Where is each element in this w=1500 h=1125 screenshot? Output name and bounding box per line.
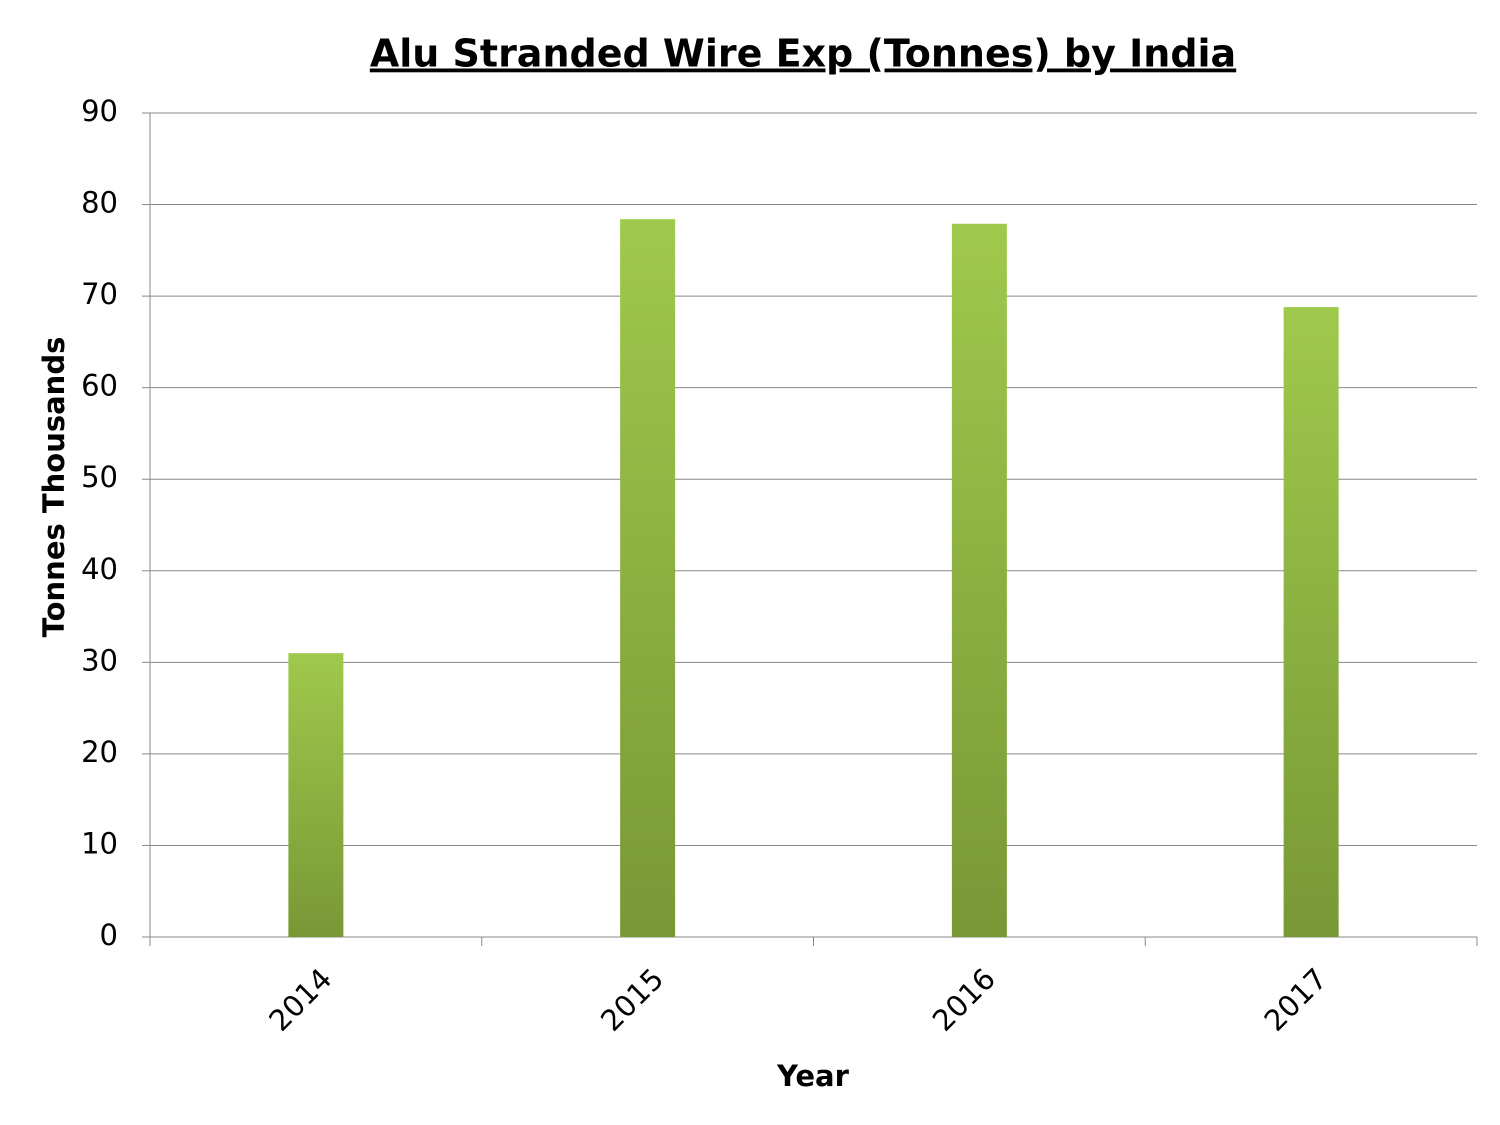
y-tick-label: 80 <box>81 186 118 220</box>
y-axis-label: Tonnes Thousands <box>37 337 71 638</box>
y-tick-label: 10 <box>81 826 118 860</box>
bar <box>288 653 344 937</box>
y-tick-label: 50 <box>81 460 118 494</box>
bar <box>951 223 1007 937</box>
y-tick-label: 60 <box>81 369 118 403</box>
bar <box>1283 307 1339 937</box>
y-tick-label: 30 <box>81 643 118 677</box>
x-tick-label: 2015 <box>594 962 670 1038</box>
y-tick-label: 90 <box>81 94 118 128</box>
x-tick-label: 2017 <box>1257 962 1333 1038</box>
x-tick-label: 2016 <box>926 962 1002 1038</box>
x-axis-label: Year <box>776 1059 850 1093</box>
y-tick-label: 40 <box>81 552 118 586</box>
y-tick-label: 70 <box>81 277 118 311</box>
x-tick-label: 2014 <box>262 962 338 1038</box>
y-tick-label: 20 <box>81 735 118 769</box>
y-tick-label: 0 <box>100 918 118 952</box>
chart-title: Alu Stranded Wire Exp (Tonnes) by India <box>370 32 1236 76</box>
bar <box>620 219 676 937</box>
